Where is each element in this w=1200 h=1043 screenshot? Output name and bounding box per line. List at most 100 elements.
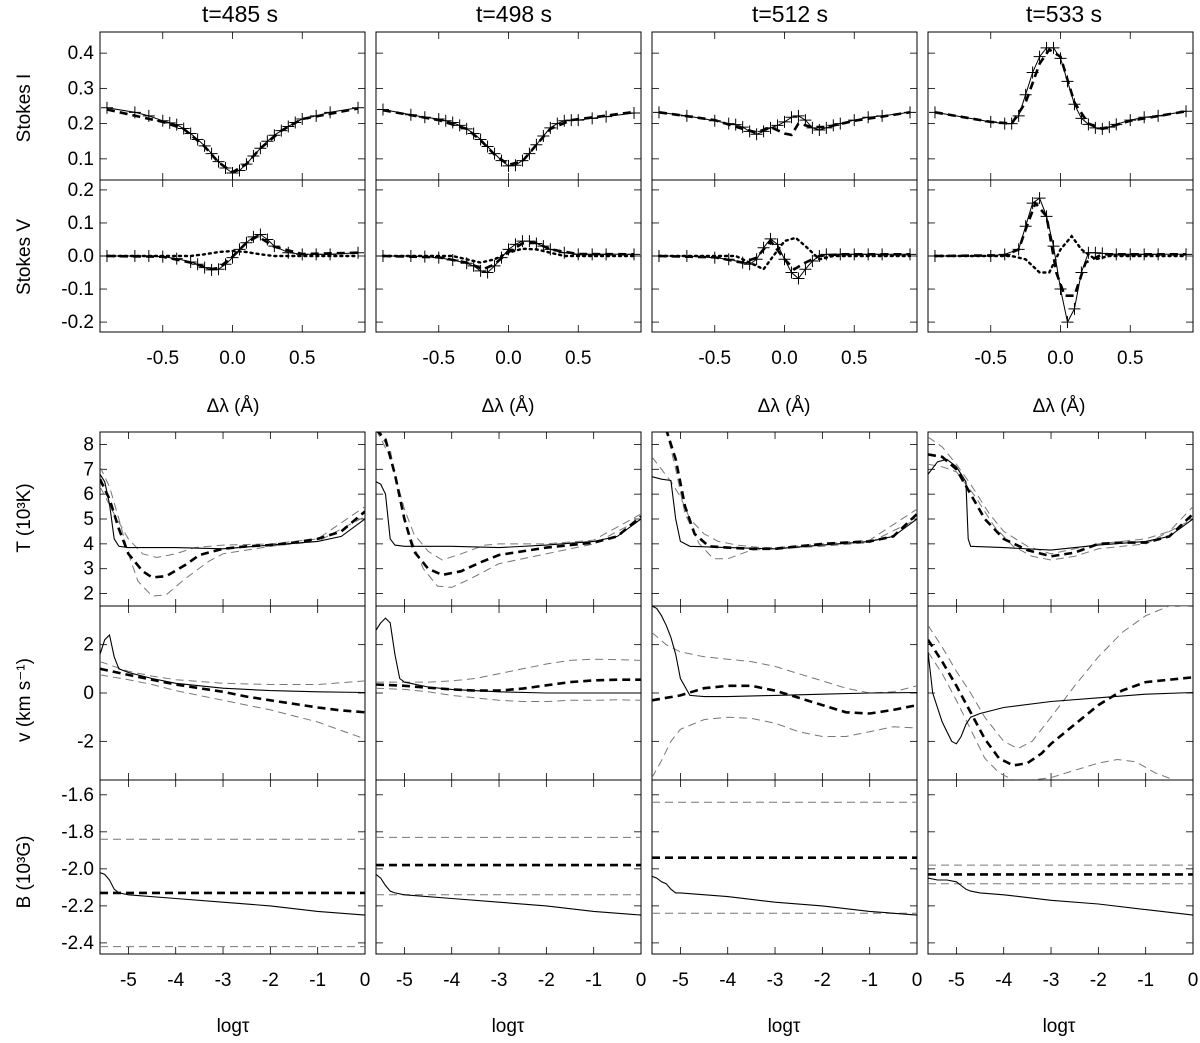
x-axis-titles: Δλ (Å) Δλ (Å) Δλ (Å) Δλ (Å) logτ logτ lo… (207, 396, 1086, 1037)
ylabel-stokes-v: Stokes V (14, 219, 35, 295)
data-point-marker (1103, 121, 1116, 134)
data-point-marker (1005, 117, 1018, 130)
data-point-marker (652, 250, 665, 262)
data-point-marker (516, 154, 529, 167)
y-tick-label: -1.8 (61, 822, 94, 843)
col-title-4: t=533 s (1026, 1, 1102, 27)
x-tick-label: 0 (1188, 970, 1199, 991)
y-tick-label: 3 (83, 559, 94, 580)
x-tick-label: -4 (995, 970, 1012, 991)
data-point-marker (537, 240, 550, 253)
data-point-marker (572, 114, 585, 127)
data-point-marker (324, 248, 337, 261)
data-point-marker (820, 121, 833, 134)
ylabel-field: B (10³G) (14, 836, 35, 909)
series-line-upper (376, 658, 641, 683)
data-point-marker (785, 266, 798, 279)
data-point-marker (247, 230, 260, 243)
x-tick-label: -0.5 (974, 348, 1007, 369)
data-point-marker (544, 243, 557, 256)
series-line-upper (928, 606, 1193, 750)
plot-area (376, 103, 641, 172)
series-line-upper (652, 632, 917, 694)
series-line-upper (376, 432, 641, 561)
series-line-observed (106, 107, 359, 174)
data-point-marker (1152, 109, 1165, 122)
col-title-2: t=498 s (476, 1, 552, 27)
data-point-marker (467, 127, 480, 140)
data-point-marker (928, 106, 941, 119)
data-point-marker (282, 120, 295, 133)
data-point-marker (254, 228, 267, 241)
data-point-marker (998, 248, 1011, 261)
data-point-marker (352, 246, 365, 259)
series-line-solid (652, 476, 917, 550)
data-point-marker (100, 101, 113, 114)
plot-area (376, 617, 641, 702)
data-point-marker (523, 235, 536, 248)
data-point-marker (142, 109, 155, 122)
data-point-marker (984, 115, 997, 128)
data-point-marker (1012, 243, 1025, 256)
x-tick-label: -4 (443, 970, 460, 991)
data-point-marker (198, 261, 211, 274)
y-tick-label: 5 (83, 509, 94, 530)
data-point-marker (1033, 192, 1046, 205)
plot-area (652, 606, 917, 778)
data-point-marker (750, 253, 763, 266)
data-point-marker (743, 125, 756, 138)
data-point-marker (184, 255, 197, 268)
data-point-marker (1138, 248, 1151, 261)
data-point-marker (771, 238, 784, 251)
data-point-marker (439, 114, 452, 127)
data-point-marker (537, 129, 550, 142)
x-tick-label: -0.5 (146, 348, 179, 369)
series-line-fit (106, 107, 359, 174)
data-point-marker (1061, 75, 1074, 88)
data-point-marker (785, 111, 798, 124)
panel-T-2 (375, 431, 642, 607)
x-tick-label: 0.0 (771, 348, 797, 369)
data-point-marker (1096, 122, 1109, 135)
data-point-marker (296, 113, 309, 126)
x-tick-label: -5 (672, 970, 689, 991)
series-line-mean (928, 639, 1193, 767)
series-line-mean (100, 667, 365, 714)
data-point-marker (310, 109, 323, 122)
data-point-marker (1075, 112, 1088, 125)
data-point-marker (708, 114, 721, 127)
y-tick-label: 6 (83, 484, 94, 505)
data-point-marker (1089, 121, 1102, 134)
series-line-solid (100, 872, 365, 916)
x-tick-label: -2 (538, 970, 555, 991)
data-point-marker (530, 237, 543, 250)
data-point-marker (799, 114, 812, 127)
y-tick-label: 2 (83, 635, 94, 656)
data-point-marker (446, 116, 459, 129)
data-point-marker (254, 142, 267, 155)
data-point-marker (862, 248, 875, 261)
x-tick-label: -5 (396, 970, 413, 991)
x-tick-label: 0 (912, 970, 923, 991)
panel-v-3 (651, 605, 918, 781)
data-point-marker (352, 101, 365, 114)
y-tick-label: 0.2 (68, 180, 94, 201)
data-point-marker (876, 248, 889, 261)
x-tick-label: 0 (360, 970, 371, 991)
data-point-marker (1089, 246, 1102, 259)
plot-area (100, 633, 365, 740)
data-point-marker (212, 263, 225, 276)
data-point-marker (736, 121, 749, 134)
data-point-marker (198, 139, 211, 152)
panel-frame (375, 779, 642, 955)
data-point-marker (1068, 302, 1081, 315)
series-line-mean (928, 453, 1193, 558)
series-line-lower (928, 651, 1193, 780)
panel-frame (651, 31, 918, 181)
series-line-lower (652, 716, 917, 778)
data-point-marker (1110, 118, 1123, 131)
y-tick-label: -2.0 (61, 859, 94, 880)
data-point-marker (446, 253, 459, 266)
series-line-mean (665, 432, 917, 551)
data-point-marker (834, 117, 847, 130)
